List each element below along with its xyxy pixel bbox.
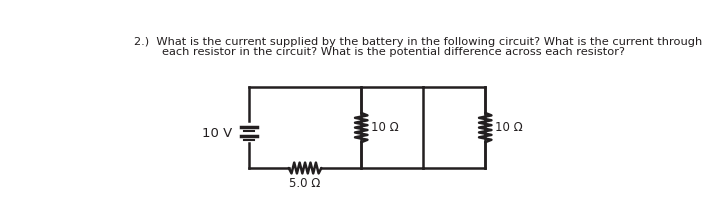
Text: each resistor in the circuit? What is the potential difference across each resis: each resistor in the circuit? What is th… [162, 47, 625, 57]
Text: 10 Ω: 10 Ω [372, 121, 399, 134]
Text: 10 V: 10 V [202, 127, 232, 140]
Text: 10 Ω: 10 Ω [495, 121, 523, 134]
Text: 5.0 Ω: 5.0 Ω [289, 177, 320, 190]
Text: 2.)  What is the current supplied by the battery in the following circuit? What : 2.) What is the current supplied by the … [134, 37, 703, 47]
